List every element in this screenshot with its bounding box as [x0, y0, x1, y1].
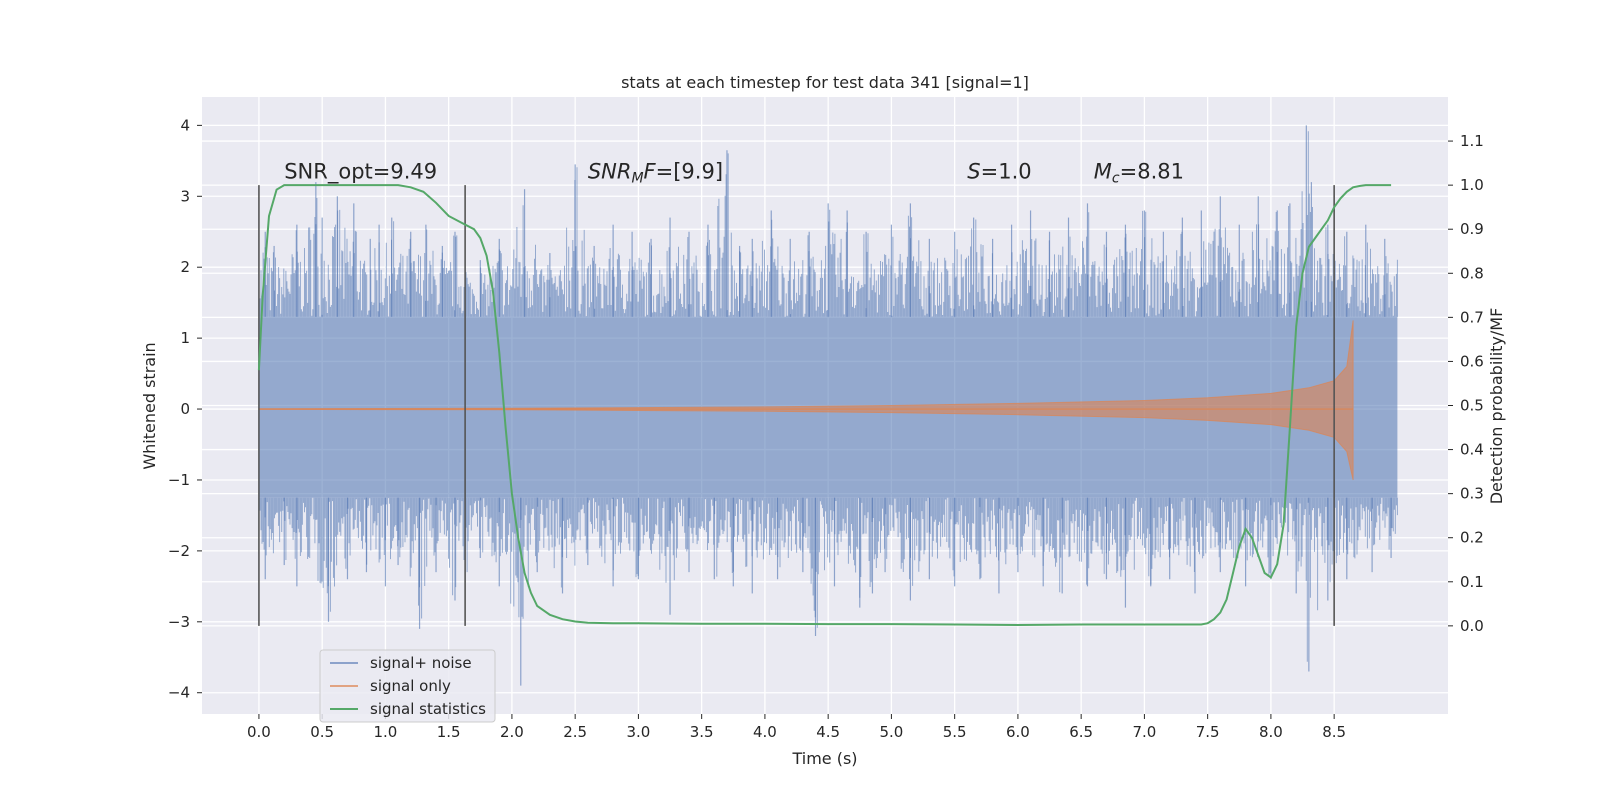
y2-tick-label: 0.6: [1460, 352, 1484, 370]
x-axis-ticks: 0.0 0.5 1.0 1.5 2.0 2.5 3.0 3.5 4.0 4.5 5.0 5.5 6.0 6…: [247, 714, 1346, 741]
annotation-part: =1.0: [981, 160, 1032, 184]
x-tick-label: 3.5: [690, 723, 714, 741]
annotation-part: M: [1094, 160, 1112, 184]
series-signal-statistics: [257, 184, 1392, 627]
y2-tick-label: 0.8: [1460, 264, 1484, 282]
x-tick-label: 7.0: [1132, 723, 1156, 741]
y2-tick-label: 0.9: [1460, 220, 1484, 238]
y2-tick-label: 0.5: [1460, 397, 1484, 415]
series-signal-only: [258, 320, 1354, 481]
x-tick-label: 4.5: [816, 723, 840, 741]
x-tick-label: 5.5: [943, 723, 967, 741]
annotation-part: SNR_opt=9.49: [284, 160, 437, 185]
legend-box: [319, 649, 496, 723]
x-tick-label: 1.5: [437, 723, 461, 741]
y-tick-label: −3: [168, 613, 190, 631]
annotations: SNR_opt=9.49 SNRMF=[9.9] S=1.0 Mc=8.81: [284, 160, 1184, 187]
annotation-part: SNR: [588, 160, 632, 184]
annotation-text: SNRMF=[9.9]: [588, 160, 723, 187]
x-tick-label: 6.5: [1069, 723, 1093, 741]
y2-axis-ticks: 1.1 1.0 0.9 0.8 0.7 0.6 0.5 0.4 0.3 0.2 0.1 0.0: [1448, 132, 1484, 635]
y-tick-label: −2: [168, 542, 190, 560]
chart-title: stats at each timestep for test data 341…: [621, 73, 1029, 92]
x-tick-label: 4.0: [753, 723, 777, 741]
y-tick-label: 4: [180, 116, 190, 134]
y-tick-label: 2: [180, 258, 190, 276]
x-tick-label: 2.5: [563, 723, 587, 741]
x-tick-label: 1.0: [373, 723, 397, 741]
legend-label-stats: signal statistics: [370, 700, 486, 718]
legend-label-noise: signal+ noise: [370, 654, 472, 672]
y-tick-label: 0: [180, 400, 190, 418]
x-tick-label: 8.5: [1322, 723, 1346, 741]
x-axis-label: Time (s): [791, 749, 857, 768]
y2-tick-label: 1.0: [1460, 176, 1484, 194]
y2-tick-label: 0.4: [1460, 441, 1484, 459]
y-tick-label: −4: [168, 684, 190, 702]
annotation-text: Mc=8.81: [1094, 160, 1184, 187]
annotation-part: =8.81: [1120, 160, 1184, 184]
y2-tick-label: 1.1: [1460, 132, 1484, 150]
y2-axis-label: Detection probability/MF: [1487, 308, 1506, 505]
y2-tick-label: 0.2: [1460, 529, 1484, 547]
annotation-text: S=1.0: [967, 160, 1031, 184]
x-tick-label: 7.5: [1196, 723, 1220, 741]
y-tick-label: 3: [180, 187, 190, 205]
y-axis-ticks: 4 3 2 1 0 −1 −2 −3 −4: [168, 116, 202, 702]
vertical-markers: [258, 185, 1335, 626]
x-tick-label: 0.5: [310, 723, 334, 741]
x-tick-label: 5.0: [879, 723, 903, 741]
signal-envelope: [258, 320, 1354, 481]
y-tick-label: −1: [168, 471, 190, 489]
x-tick-label: 3.0: [626, 723, 650, 741]
legend-label-signal: signal only: [370, 677, 451, 695]
x-tick-label: 6.0: [1006, 723, 1030, 741]
legend: signal+ noise signal only signal statist…: [319, 649, 496, 723]
annotation-part: =[9.9]: [656, 160, 723, 184]
x-tick-label: 8.0: [1259, 723, 1283, 741]
y-axis-label: Whitened strain: [140, 342, 159, 469]
y2-tick-label: 0.1: [1460, 573, 1484, 591]
x-tick-label: 0.0: [247, 723, 271, 741]
y2-tick-label: 0.7: [1460, 308, 1484, 326]
annotation-part: F: [644, 160, 657, 184]
x-tick-label: 2.0: [500, 723, 524, 741]
statistics-line: [257, 184, 1392, 627]
annotation-part: M: [631, 171, 643, 187]
y2-tick-label: 0.3: [1460, 485, 1484, 503]
annotation-part: S: [967, 160, 980, 184]
annotation-text: SNR_opt=9.49: [284, 160, 437, 185]
annotation-part: c: [1112, 171, 1120, 187]
y2-tick-label: 0.0: [1460, 617, 1484, 635]
y-tick-label: 1: [180, 329, 190, 347]
